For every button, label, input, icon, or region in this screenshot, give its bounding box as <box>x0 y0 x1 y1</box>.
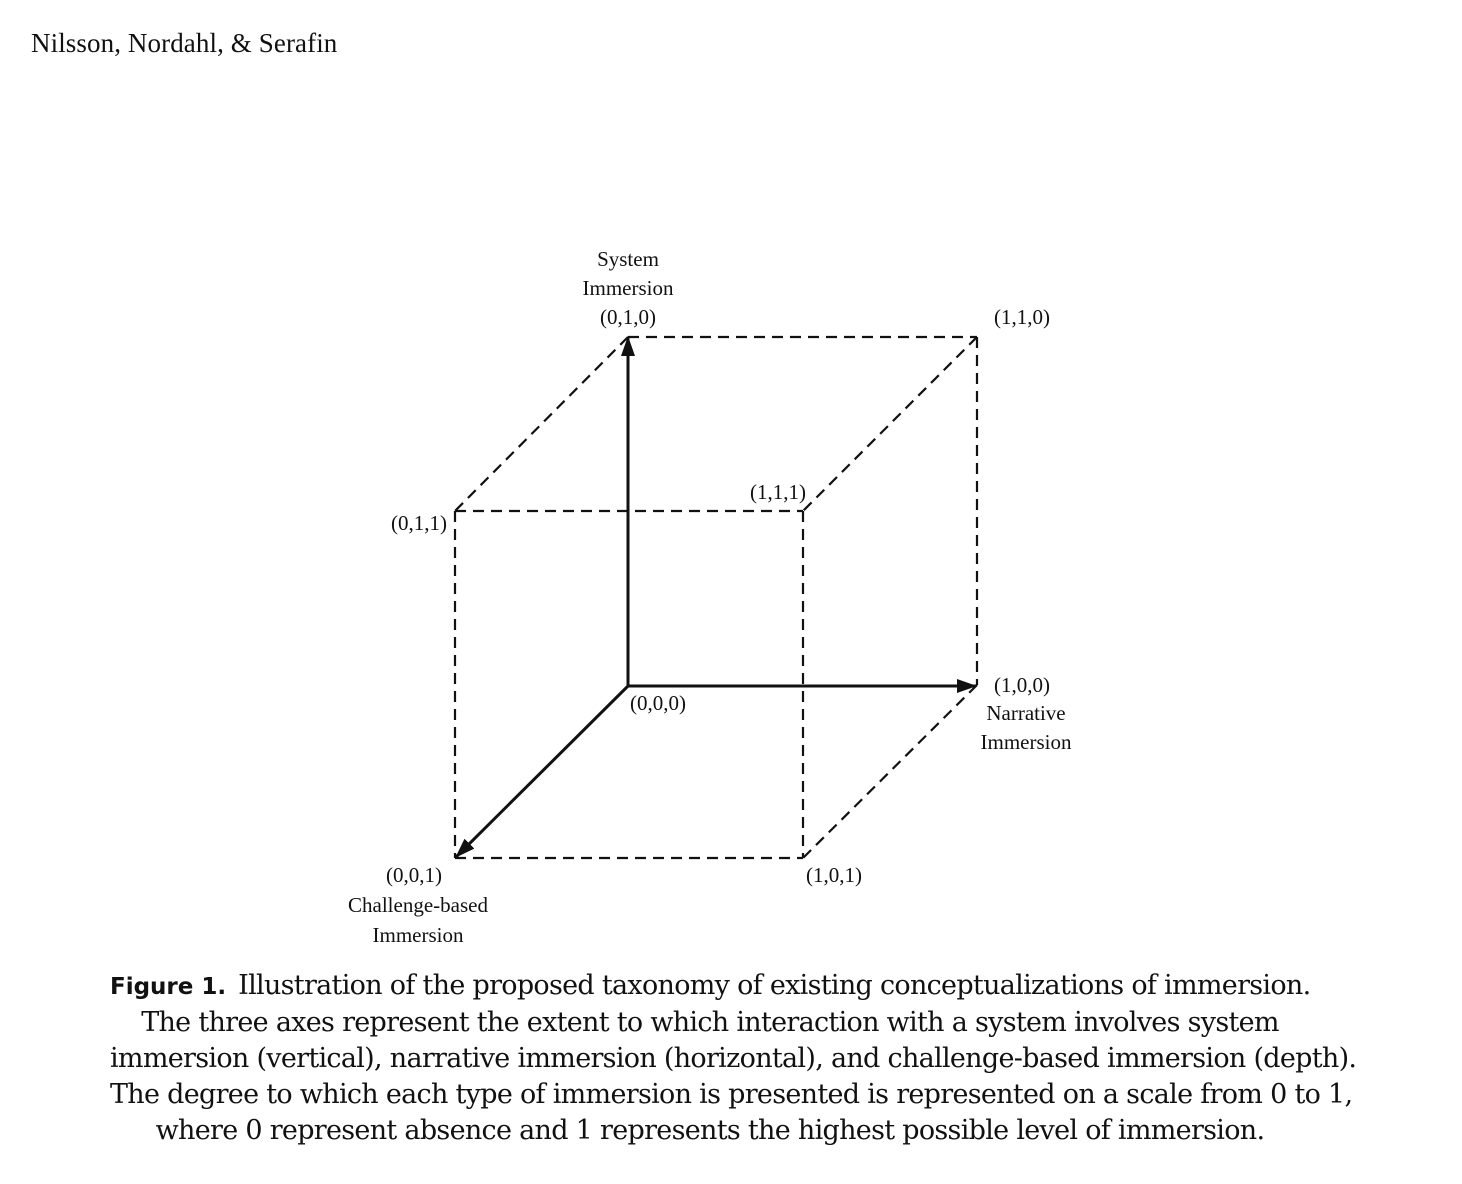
caption-line-5: where 0 represent absence and 1 represen… <box>155 1115 1265 1146</box>
challenge-axis-name-line1: Challenge-based <box>348 893 488 917</box>
edge-bottom-right-diagonal <box>802 684 978 859</box>
cube-dashed-edges <box>453 335 979 860</box>
vertex-label-system-narrative: (1,1,0) <box>994 305 1050 329</box>
caption-line-2: The three axes represent the extent to w… <box>141 1007 1279 1038</box>
edge-top-left-diagonal <box>454 336 629 512</box>
challenge-axis-name-line2: Immersion <box>373 923 464 947</box>
vertex-label-narrative: (1,0,0) <box>994 673 1050 697</box>
vertex-label-all: (1,1,1) <box>750 480 806 504</box>
caption-text-1: Illustration of the proposed taxonomy of… <box>238 970 1311 1001</box>
running-head: Nilsson, Nordahl, & Serafin <box>31 28 338 58</box>
challenge-immersion-axis <box>454 684 630 859</box>
system-axis-name-line2: Immersion <box>583 276 674 300</box>
vertex-label-origin: (0,0,0) <box>630 691 686 715</box>
system-axis-name-line1: System <box>597 247 659 271</box>
vertex-label-narrative-challenge: (1,0,1) <box>806 863 862 887</box>
figure-label: Figure 1. <box>110 974 227 1000</box>
narrative-axis-name-line1: Narrative <box>986 701 1065 725</box>
vertex-label-system-challenge: (0,1,1) <box>391 511 447 535</box>
narrative-axis-name-line2: Immersion <box>981 730 1072 754</box>
vertex-label-challenge: (0,0,1) <box>386 863 442 887</box>
caption-line-1: Figure 1. Illustration of the proposed ta… <box>110 968 1311 1005</box>
vertex-label-system: (0,1,0) <box>600 305 656 329</box>
caption-line-4: The degree to which each type of immersi… <box>110 1079 1353 1110</box>
figure-caption: Figure 1. Illustration of the proposed ta… <box>110 968 1357 1149</box>
edge-top-right-diagonal <box>802 336 978 512</box>
axes <box>454 336 977 859</box>
caption-line-3: immersion (vertical), narrative immersio… <box>110 1043 1357 1074</box>
